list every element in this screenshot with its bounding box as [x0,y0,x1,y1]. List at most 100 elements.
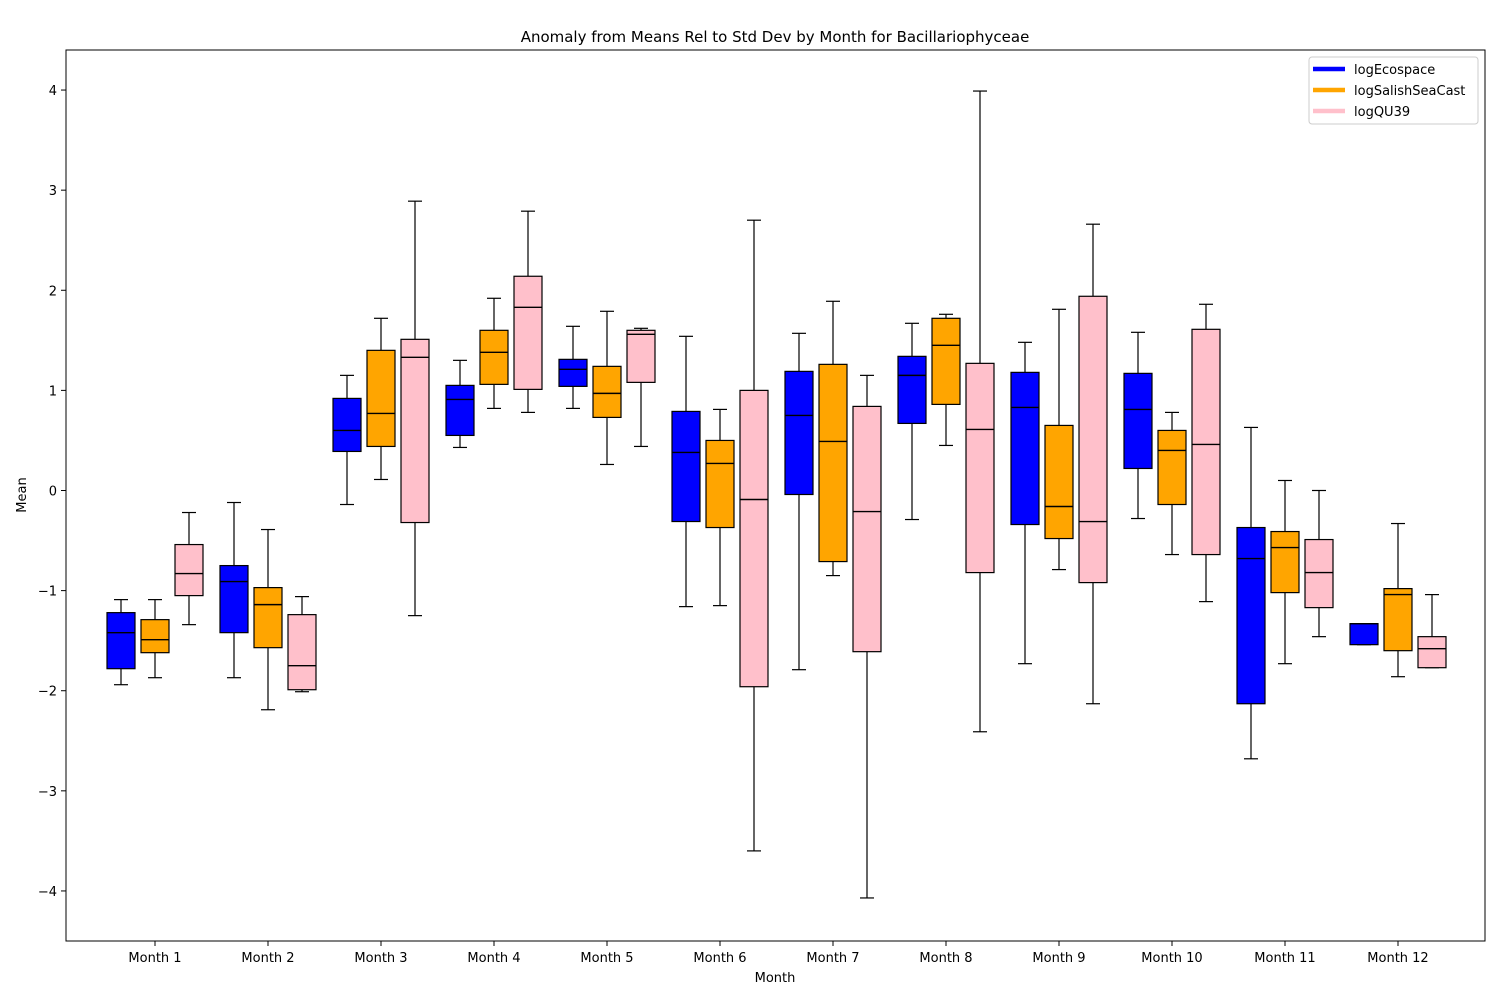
box-body [1123,372,1153,470]
box-body [592,365,622,419]
box-body [1078,295,1108,584]
box-body [219,564,249,634]
legend-frame [1308,56,1479,125]
y-tick-label: 3 [49,184,57,199]
box-body [1157,429,1187,506]
box-body [705,439,735,529]
box-logEcospace-1 [106,599,136,686]
x-tick-label: Month 4 [467,951,520,966]
box-logSalishSeaCast-4 [479,297,509,410]
y-tick-label: 2 [49,284,57,299]
x-axis-label: Month [755,971,796,986]
box-body [852,405,882,653]
box-body [739,389,769,688]
box-body [106,612,136,670]
box-logSalishSeaCast-2 [253,528,283,711]
box-body [1304,538,1334,609]
x-tick-label: Month 11 [1254,951,1315,966]
box-logQU39-5 [626,327,656,448]
box-logSalishSeaCast-10 [1157,411,1187,556]
box-logSalishSeaCast-7 [818,300,848,577]
box-body [558,358,588,387]
legend-label-logSalishSeaCast: logSalishSeaCast [1354,84,1465,99]
box-logQU39-12 [1417,594,1447,669]
box-logEcospace-4 [445,359,475,449]
y-tick-label: −3 [38,785,57,800]
box-body [1349,623,1379,646]
box-body [445,384,475,437]
box-body [287,614,317,691]
box-body [818,363,848,563]
box-body [253,587,283,649]
box-body [784,370,814,496]
y-tick-label: −1 [38,585,57,600]
box-body [1383,588,1413,652]
x-tick-label: Month 9 [1032,951,1085,966]
box-logSalishSeaCast-8 [931,313,961,447]
box-logSalishSeaCast-11 [1270,479,1300,665]
box-logEcospace-9 [1010,341,1040,665]
box-body [1191,328,1221,556]
y-axis-label: Mean [15,477,30,512]
box-logEcospace-6 [671,335,701,608]
box-body [1010,371,1040,526]
y-tick-label: 0 [49,484,57,499]
legend-label-logEcospace: logEcospace [1354,63,1435,78]
box-logSalishSeaCast-3 [366,317,396,481]
box-body [140,619,170,654]
box-body [1044,424,1074,540]
x-tick-label: Month 6 [693,951,746,966]
box-logSalishSeaCast-9 [1044,308,1074,571]
box-logEcospace-3 [332,374,362,506]
box-logEcospace-11 [1236,426,1266,760]
y-tick-label: −4 [38,885,57,900]
box-logQU39-6 [739,219,769,852]
box-logQU39-4 [513,210,543,414]
box-logEcospace-12 [1349,622,1379,646]
box-body [1270,530,1300,594]
box-body [626,329,656,383]
box-body [931,317,961,405]
legend: logEcospace logSalishSeaCast logQU39 [1308,56,1479,125]
box-logSalishSeaCast-6 [705,408,735,607]
box-logQU39-10 [1191,303,1221,603]
box-body [174,543,204,597]
box-body [1417,636,1447,669]
y-tick-label: −2 [38,685,57,700]
box-body [965,362,995,574]
box-logQU39-1 [174,511,204,626]
x-tick-label: Month 3 [354,951,407,966]
box-logSalishSeaCast-5 [592,310,622,466]
box-logQU39-2 [287,596,317,693]
box-body [513,275,543,390]
legend-label-logQU39: logQU39 [1354,105,1410,120]
box-body [400,338,430,524]
x-tick-label: Month 8 [919,951,972,966]
box-logSalishSeaCast-1 [140,599,170,679]
box-logEcospace-8 [897,322,927,521]
plot-area [106,90,1447,899]
box-logQU39-9 [1078,223,1108,705]
box-logEcospace-2 [219,501,249,679]
box-logSalishSeaCast-12 [1383,522,1413,678]
axes-frame [65,49,1486,942]
x-tick-label: Month 12 [1367,951,1428,966]
x-tick-label: Month 7 [806,951,859,966]
x-tick-label: Month 1 [128,951,181,966]
box-body [366,349,396,448]
x-axis: Month 1 Month 2 Month 3 Month 4 Month 5 Month… [128,941,1429,966]
box-body [897,355,927,425]
y-tick-label: 4 [49,84,57,99]
box-body [332,397,362,453]
box-logQU39-11 [1304,489,1334,638]
box-logQU39-3 [400,200,430,617]
box-logEcospace-7 [784,332,814,671]
x-tick-label: Month 5 [580,951,633,966]
x-tick-label: Month 10 [1141,951,1202,966]
y-tick-label: 1 [49,384,57,399]
box-body [671,410,701,523]
box-body [1236,526,1266,705]
box-logQU39-8 [965,90,995,733]
box-logEcospace-10 [1123,331,1153,520]
